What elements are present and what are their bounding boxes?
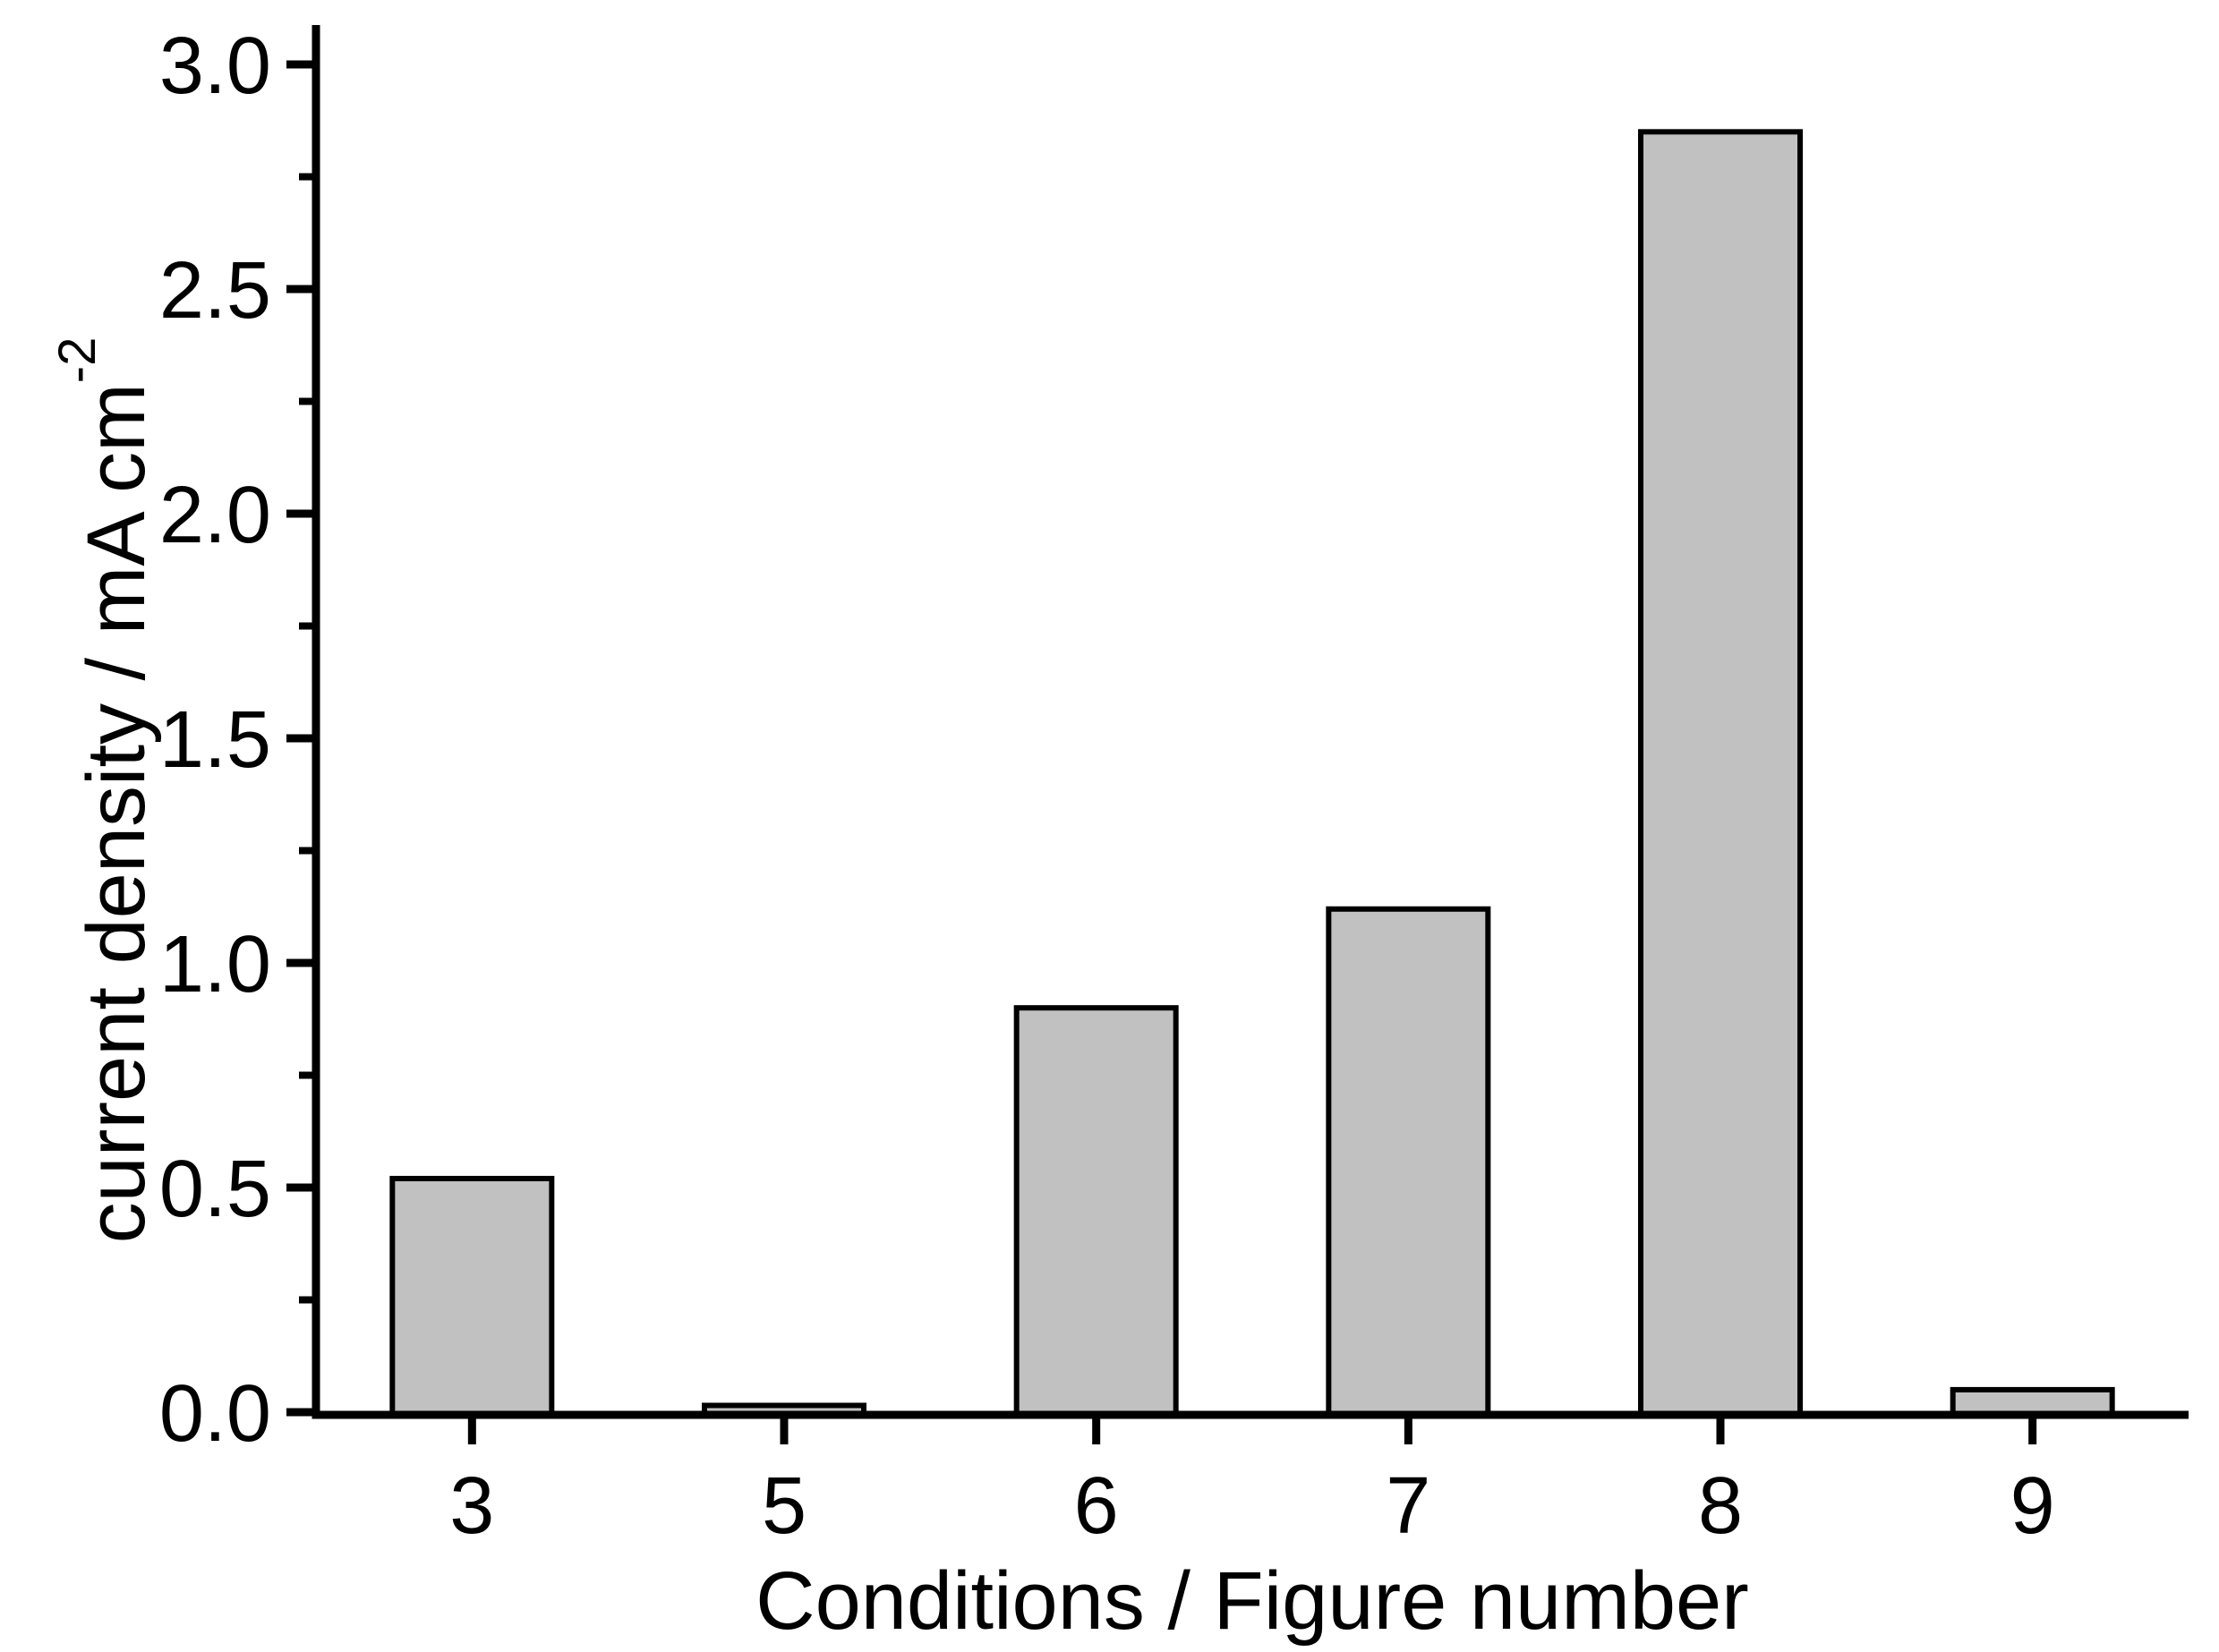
y-tick-label: 2.5 <box>159 246 271 336</box>
x-tick-label: 9 <box>2010 1461 2055 1551</box>
bar-category-8 <box>1638 129 1803 1418</box>
x-tick-label: 7 <box>1386 1461 1430 1551</box>
y-tick-label: 2.0 <box>159 471 271 560</box>
y-tick-label: 1.5 <box>159 695 271 785</box>
y-axis-title-superscript: -2 <box>48 336 107 384</box>
bar-category-7 <box>1326 906 1491 1418</box>
bar-category-6 <box>1013 1005 1179 1418</box>
y-tick-label: 0.5 <box>159 1145 271 1234</box>
x-tick-label: 3 <box>449 1461 494 1551</box>
x-tick-label: 6 <box>1074 1461 1119 1551</box>
y-tick-label: 1.0 <box>159 920 271 1009</box>
x-tick-label: 8 <box>1698 1461 1743 1551</box>
y-tick-label: 0.0 <box>159 1369 271 1459</box>
bar-category-9 <box>1950 1386 2115 1418</box>
y-tick-label: 3.0 <box>159 21 271 111</box>
y-axis-title-text: current density / mA cm <box>71 383 162 1244</box>
y-axis-title: current density / mA cm-2 <box>33 74 162 1506</box>
x-tick-label: 5 <box>762 1461 807 1551</box>
x-axis-title: Conditions / Figure number <box>755 1555 1749 1647</box>
bar-category-3 <box>389 1175 555 1418</box>
